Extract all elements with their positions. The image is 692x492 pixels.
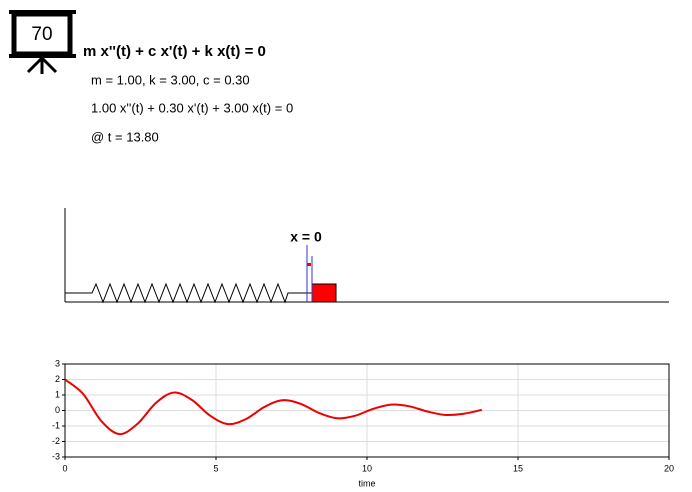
board-icon: 70	[9, 10, 76, 74]
x-axis-label: time	[358, 478, 375, 488]
time-label: @ t = 13.80	[91, 129, 159, 144]
x-tick-label: 5	[213, 463, 218, 473]
params: m = 1.00, k = 3.00, c = 0.30	[91, 72, 250, 87]
y-tick-label: 2	[55, 374, 60, 384]
plot-frame	[64, 363, 670, 458]
position-curve	[64, 378, 482, 436]
y-tick-label: 1	[55, 389, 60, 399]
origin-label: x = 0	[290, 229, 322, 245]
icon-label: 70	[31, 24, 52, 45]
instance-equation: 1.00 x''(t) + 0.30 x'(t) + 3.00 x(t) = 0	[91, 100, 293, 115]
y-tick-label: 0	[55, 405, 60, 415]
y-tick-label: -1	[52, 420, 60, 430]
y-tick-label: -3	[52, 451, 60, 461]
equation: m x''(t) + c x'(t) + k x(t) = 0	[83, 43, 266, 60]
plot: -3 -2 -1 0 1 2 3 0 5 10 15 20 time	[52, 358, 674, 488]
x-tick-label: 15	[513, 463, 523, 473]
x-tick-label: 10	[362, 463, 372, 473]
y-tick-label: 3	[55, 358, 60, 368]
x-tick-label: 0	[62, 463, 67, 473]
scene: x = 0	[64, 208, 669, 304]
x-tick-label: 20	[664, 463, 674, 473]
y-tick-label: -2	[52, 436, 60, 446]
